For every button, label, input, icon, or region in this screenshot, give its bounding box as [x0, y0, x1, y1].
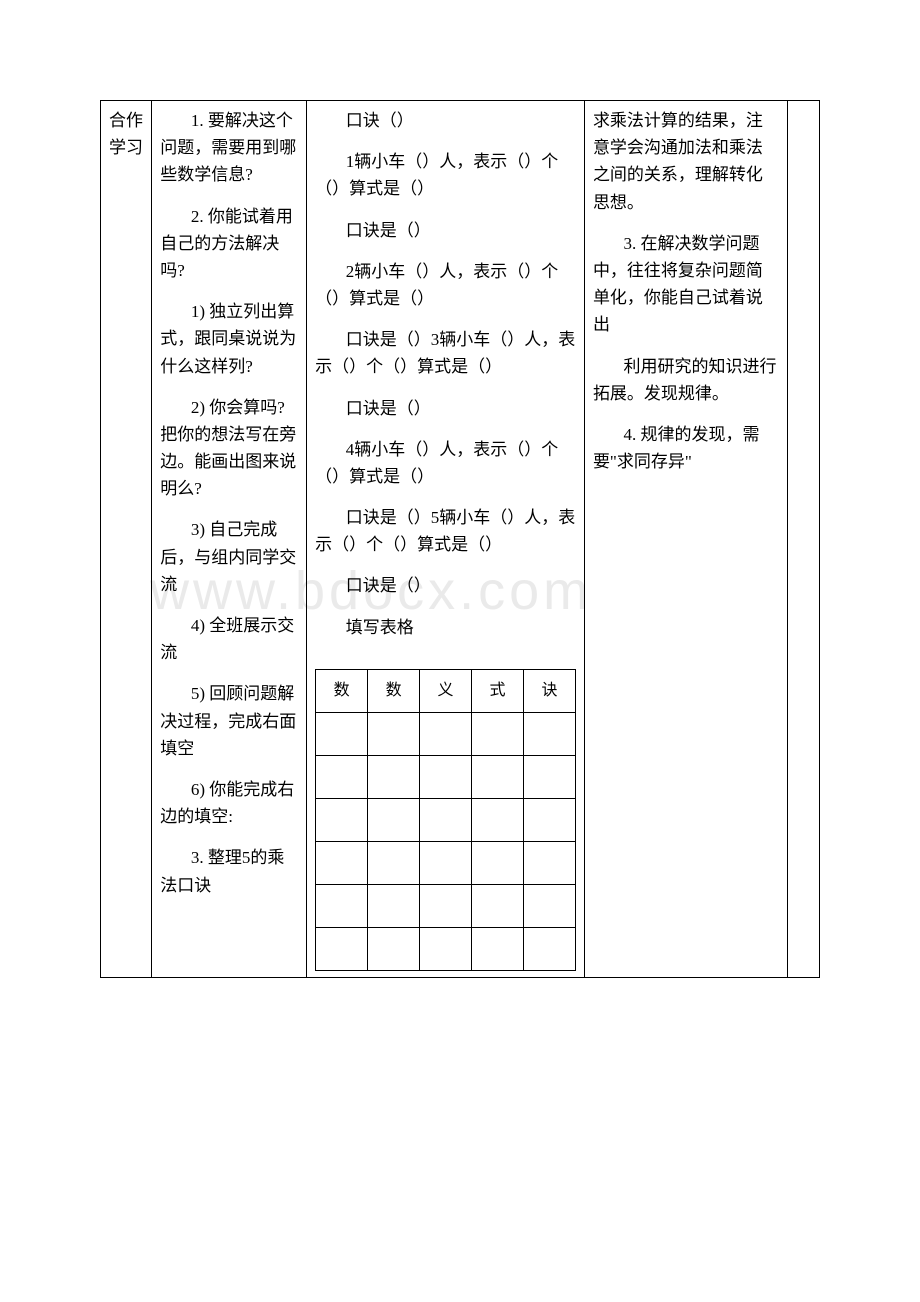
h1: 数 — [316, 669, 368, 712]
n4: 4. 规律的发现，需要"求同存异" — [593, 421, 779, 475]
w6: 口诀是（） — [315, 395, 576, 422]
w2: 1辆小车（）人，表示（）个（）算式是（） — [315, 148, 576, 202]
q7: 5) 回顾问题解决过程，完成右面填空 — [160, 680, 298, 762]
cell-questions: 1. 要解决这个问题，需要用到哪些数学信息? 2. 你能试着用自己的方法解决吗?… — [152, 101, 307, 978]
main-table: 合作学习 1. 要解决这个问题，需要用到哪些数学信息? 2. 你能试着用自己的方… — [100, 100, 820, 978]
cell-empty — [787, 101, 819, 978]
w10: 填写表格 — [315, 614, 576, 641]
inner-row — [316, 712, 576, 755]
w1: 口诀（） — [315, 107, 576, 134]
inner-row — [316, 798, 576, 841]
inner-header-row: 数 数 义 式 诀 — [316, 669, 576, 712]
q8: 6) 你能完成右边的填空: — [160, 776, 298, 830]
inner-row — [316, 927, 576, 970]
cell-stage: 合作学习 — [101, 101, 152, 978]
q4: 2) 你会算吗? 把你的想法写在旁边。能画出图来说明么? — [160, 394, 298, 503]
inner-row — [316, 841, 576, 884]
h3: 义 — [420, 669, 472, 712]
q5: 3) 自己完成后，与组内同学交流 — [160, 516, 298, 598]
w3: 口诀是（） — [315, 217, 576, 244]
n2: 3. 在解决数学问题中，往往将复杂问题简单化，你能自己试着说出 — [593, 230, 779, 339]
h5: 诀 — [523, 669, 575, 712]
w9: 口诀是（） — [315, 572, 576, 599]
q9: 3. 整理5的乘法口诀 — [160, 844, 298, 898]
inner-row — [316, 884, 576, 927]
h4: 式 — [472, 669, 524, 712]
n3: 利用研究的知识进行拓展。发现规律。 — [593, 353, 779, 407]
q6: 4) 全班展示交流 — [160, 612, 298, 666]
w5: 口诀是（）3辆小车（）人，表示（）个（）算式是（） — [315, 326, 576, 380]
q2: 2. 你能试着用自己的方法解决吗? — [160, 203, 298, 285]
n1: 求乘法计算的结果，注意学会沟通加法和乘法之间的关系，理解转化思想。 — [593, 107, 779, 216]
inner-row — [316, 755, 576, 798]
inner-table: 数 数 义 式 诀 — [315, 669, 576, 971]
stage-label: 合作学习 — [109, 111, 143, 157]
w4: 2辆小车（）人，表示（）个（）算式是（） — [315, 258, 576, 312]
w8: 口诀是（）5辆小车（）人，表示（）个（）算式是（） — [315, 504, 576, 558]
h2: 数 — [368, 669, 420, 712]
cell-worksheet: 口诀（） 1辆小车（）人，表示（）个（）算式是（） 口诀是（） 2辆小车（）人，… — [307, 101, 585, 978]
cell-notes: 求乘法计算的结果，注意学会沟通加法和乘法之间的关系，理解转化思想。 3. 在解决… — [584, 101, 787, 978]
q1: 1. 要解决这个问题，需要用到哪些数学信息? — [160, 107, 298, 189]
w7: 4辆小车（）人，表示（）个（）算式是（） — [315, 436, 576, 490]
q3: 1) 独立列出算式，跟同桌说说为什么这样列? — [160, 298, 298, 380]
